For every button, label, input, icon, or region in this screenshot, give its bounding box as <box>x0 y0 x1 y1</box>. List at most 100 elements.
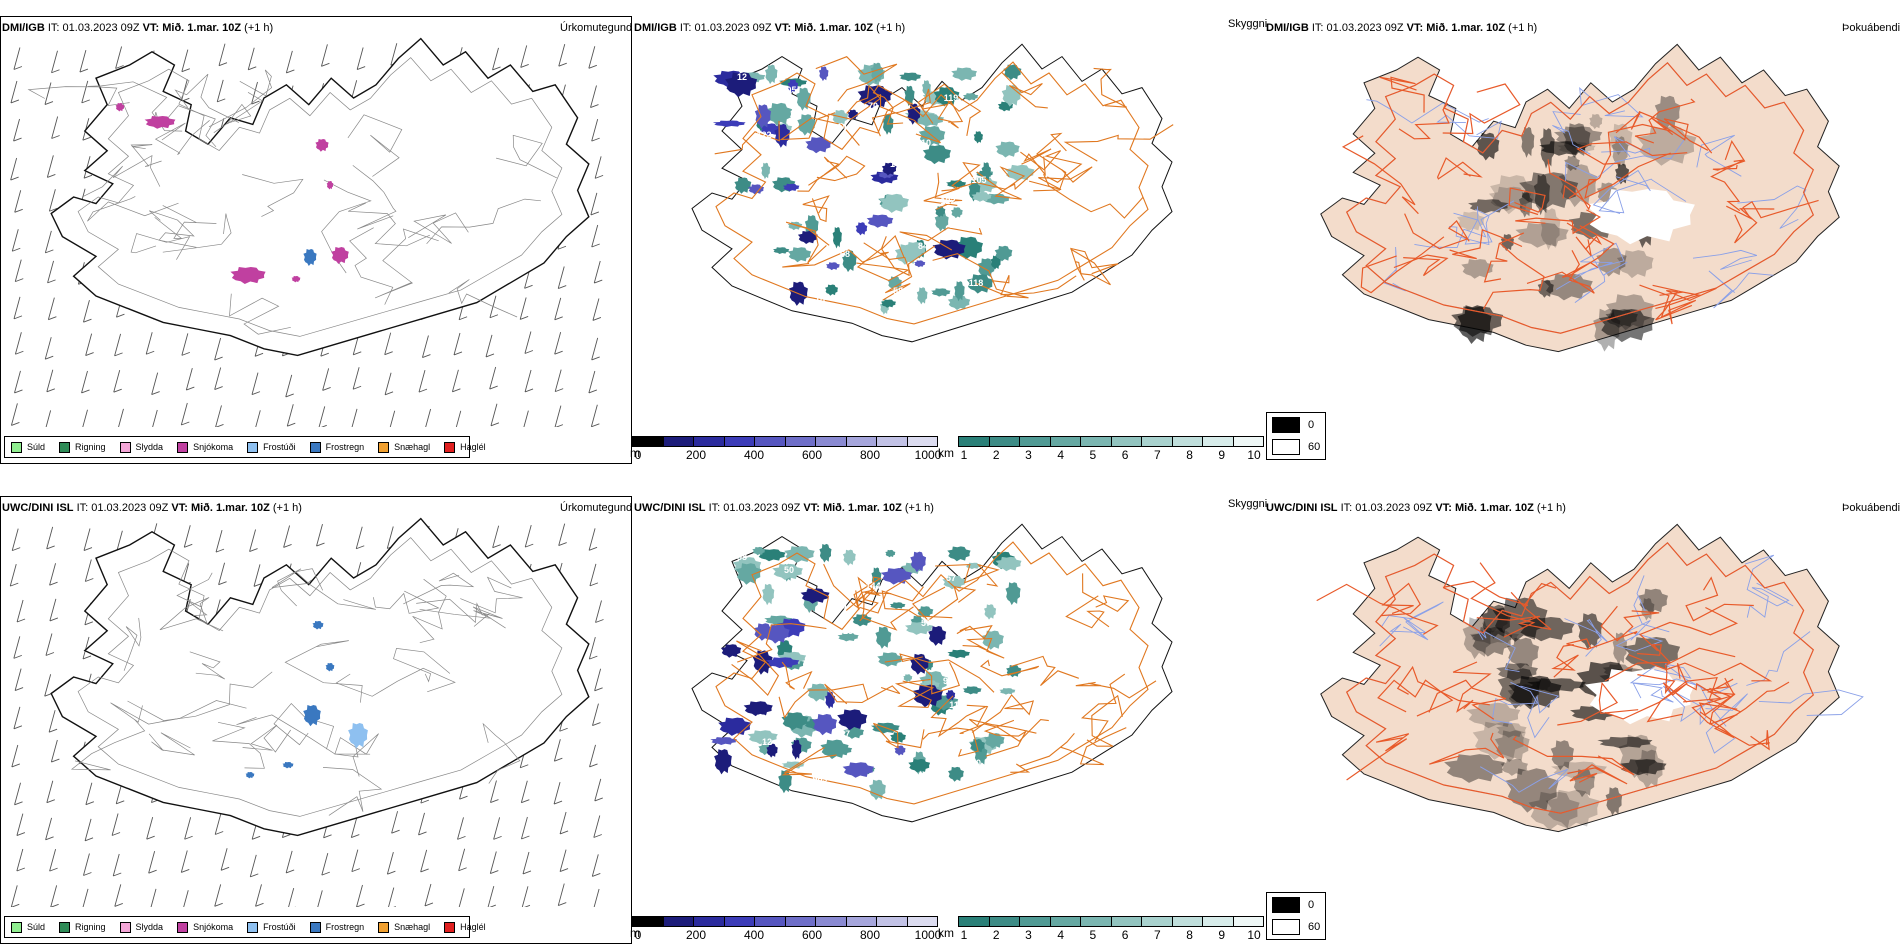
colorbar-swatch <box>989 437 1020 446</box>
model-name: DMI/IGB <box>2 22 45 34</box>
wind-barb <box>14 259 24 283</box>
visibility-area <box>995 141 1020 158</box>
visibility-area <box>761 162 771 180</box>
precip-type-legend-item: Rigning <box>59 921 106 933</box>
colorbar-tick: 200 <box>685 928 707 942</box>
precip-area <box>245 772 255 779</box>
wind-barb <box>352 367 362 390</box>
precip-area <box>348 723 368 749</box>
ceiling-label: 96 <box>949 220 959 230</box>
road-segment <box>482 722 521 784</box>
lead-time: (+1 h) <box>904 502 934 514</box>
precip-area <box>115 103 125 112</box>
precip-type-map <box>9 517 604 907</box>
road-segment <box>242 724 291 753</box>
road-segment <box>1520 685 1560 739</box>
wind-barb <box>13 47 23 70</box>
legend-label: Súld <box>27 442 46 452</box>
road-segment <box>1604 643 1672 682</box>
road-segment <box>87 81 183 132</box>
fog-area <box>1462 617 1492 660</box>
colorbar-swatch <box>1081 437 1112 446</box>
visibility-colorbar-ticks: 1 2 3 4 5 6 7 8 9 10 <box>958 927 1264 942</box>
legend-swatch <box>309 921 321 933</box>
road-segment <box>1639 284 1697 325</box>
fog-legend-swatch <box>1272 439 1300 455</box>
ring-road <box>715 61 1149 325</box>
road-segment <box>81 154 161 198</box>
road-segment <box>1380 582 1421 617</box>
road-segment <box>802 195 830 223</box>
ceiling-area <box>855 222 868 236</box>
road-segment <box>153 105 217 148</box>
wind-barb <box>285 50 295 74</box>
fog-legend-row: 60 <box>1272 917 1325 937</box>
wind-barb <box>118 408 124 427</box>
precip-type-legend-item: Slydda <box>119 441 163 453</box>
colorbar-swatch <box>816 437 847 446</box>
colorbar-tick: 3 <box>1025 448 1032 462</box>
iceland-outline <box>691 43 1173 343</box>
visibility-area <box>947 295 971 310</box>
road-segment <box>1726 199 1819 220</box>
visibility-unit: km <box>938 926 954 940</box>
road-segment <box>1557 681 1639 726</box>
it-label: IT: <box>47 22 60 34</box>
precip-type-legend-item: Haglél <box>444 441 486 453</box>
legend-label: Snæhagl <box>394 442 431 452</box>
precip-type-legend-item: Súld <box>11 921 45 933</box>
ceiling-label: 68 <box>840 249 850 259</box>
road-segment <box>174 73 239 123</box>
wind-barb <box>13 118 22 142</box>
visibility-area <box>908 759 931 773</box>
ceiling-area <box>774 123 790 148</box>
panel-header: DMI/IGB IT: 01.03.2023 09Z VT: Mið. 1.ma… <box>2 22 273 34</box>
road-network <box>715 541 1157 805</box>
visibility-area <box>1005 582 1021 606</box>
precip-type-legend-item: Frostúði <box>247 921 296 933</box>
ceiling-area <box>782 183 800 192</box>
wind-barb <box>457 817 466 840</box>
precip-type-legend-item: Frostregn <box>309 921 364 933</box>
legend-label: Rigning <box>75 922 106 932</box>
legend-swatch <box>59 921 71 933</box>
wind-barb <box>49 563 58 586</box>
wind-barb <box>220 848 230 871</box>
visibility-area <box>948 766 964 782</box>
visibility-area <box>852 614 872 627</box>
road-segment <box>1366 99 1489 124</box>
precip-type-legend-item: Frostúði <box>247 441 296 453</box>
fog-area <box>1507 684 1539 707</box>
visibility-area <box>971 192 992 202</box>
ceiling-label: 969 <box>812 774 827 784</box>
colorbar-swatch <box>785 917 816 926</box>
wind-barb <box>389 410 396 427</box>
road-segment <box>863 242 913 301</box>
road-segment <box>1436 157 1483 180</box>
road-segment <box>1601 136 1651 158</box>
colorbar-swatch <box>816 917 847 926</box>
road-segment <box>352 165 397 230</box>
wind-barb <box>350 815 360 839</box>
visibility-area <box>765 64 778 85</box>
panel-header: UWC/DINI ISL IT: 01.03.2023 09Z VT: Mið.… <box>1266 502 1566 514</box>
ceiling-area <box>805 137 832 154</box>
road-segment <box>737 623 827 663</box>
precip-type-legend: Súld Rigning Slydda Snjókoma Frostúði Frostre… <box>4 436 486 458</box>
fog-area <box>1589 114 1603 130</box>
colorbar-tick: 5 <box>1089 928 1097 942</box>
ceiling-label: 57 <box>946 573 956 583</box>
road-segment <box>1382 246 1406 292</box>
visibility-area <box>843 726 864 739</box>
ceiling-area <box>752 650 773 675</box>
road-segment <box>416 598 490 627</box>
wind-barb <box>48 710 58 733</box>
wind-barb <box>255 884 264 907</box>
wind-barb <box>13 636 22 659</box>
road-segment <box>1346 733 1410 781</box>
ceiling-label: 54 <box>837 602 847 612</box>
ceiling-label: 10 <box>865 204 875 214</box>
wind-barb <box>11 229 21 252</box>
wind-barb <box>83 156 93 179</box>
visibility-area <box>984 733 1005 749</box>
